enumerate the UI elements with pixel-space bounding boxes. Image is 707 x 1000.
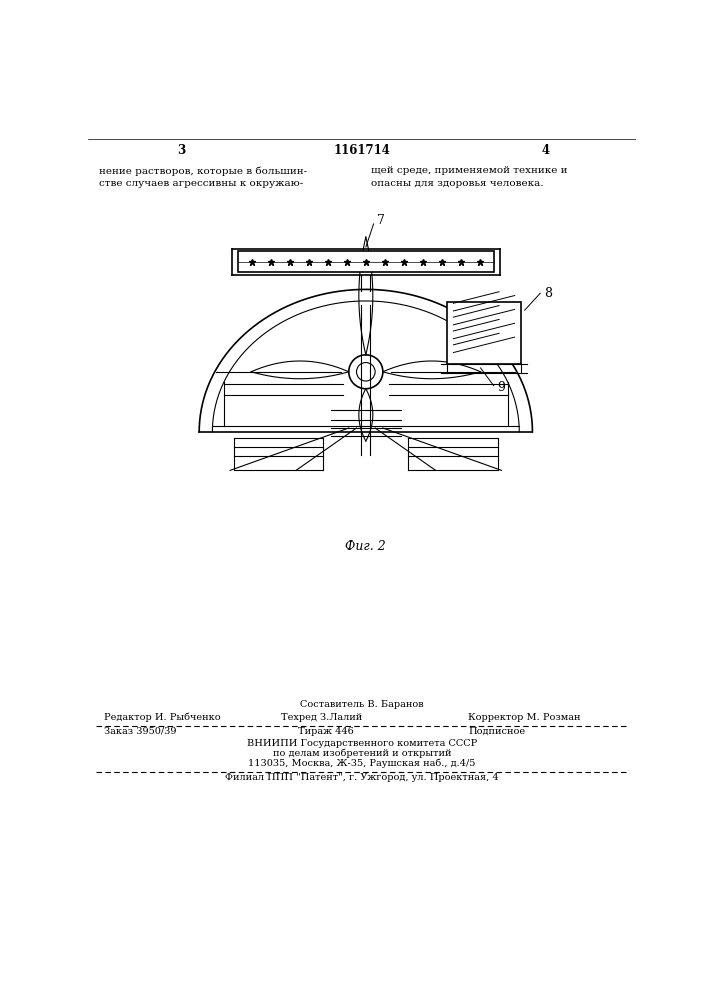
- Text: Редактор И. Рыбченко: Редактор И. Рыбченко: [104, 713, 221, 722]
- Text: Техред З.Лалий: Техред З.Лалий: [281, 713, 362, 722]
- Text: 3: 3: [177, 144, 185, 157]
- Text: 9: 9: [498, 381, 506, 394]
- Text: Тираж 446: Тираж 446: [298, 727, 354, 736]
- Text: 8: 8: [544, 287, 552, 300]
- Text: 4: 4: [542, 144, 549, 157]
- Text: 7: 7: [378, 214, 385, 227]
- Text: Подписное: Подписное: [468, 727, 525, 736]
- Text: 1161714: 1161714: [334, 144, 390, 157]
- Text: 113035, Москва, Ж-35, Раушская наб., д.4/5: 113035, Москва, Ж-35, Раушская наб., д.4…: [248, 758, 476, 768]
- Text: Заказ 3950/39: Заказ 3950/39: [104, 727, 176, 736]
- Text: Фиг. 2: Фиг. 2: [346, 540, 386, 553]
- Text: Корректор М. Розман: Корректор М. Розман: [468, 713, 580, 722]
- Text: нение растворов, которые в большин-: нение растворов, которые в большин-: [99, 166, 308, 176]
- Text: щей среде, применяемой технике и: щей среде, применяемой технике и: [371, 166, 568, 175]
- Bar: [448, 302, 521, 364]
- Bar: [238, 251, 493, 272]
- Text: по делам изобретений и открытий: по делам изобретений и открытий: [273, 748, 451, 758]
- Text: ВНИИПИ Государственного комитета СССР: ВНИИПИ Государственного комитета СССР: [247, 739, 477, 748]
- Text: Составитель В. Баранов: Составитель В. Баранов: [300, 700, 423, 709]
- Text: Филиал ППП "Патент", г. Ужгород, ул. Проектная, 4: Филиал ППП "Патент", г. Ужгород, ул. Про…: [225, 773, 498, 782]
- Text: опасны для здоровья человека.: опасны для здоровья человека.: [371, 179, 544, 188]
- Text: стве случаев агрессивны к окружаю-: стве случаев агрессивны к окружаю-: [99, 179, 303, 188]
